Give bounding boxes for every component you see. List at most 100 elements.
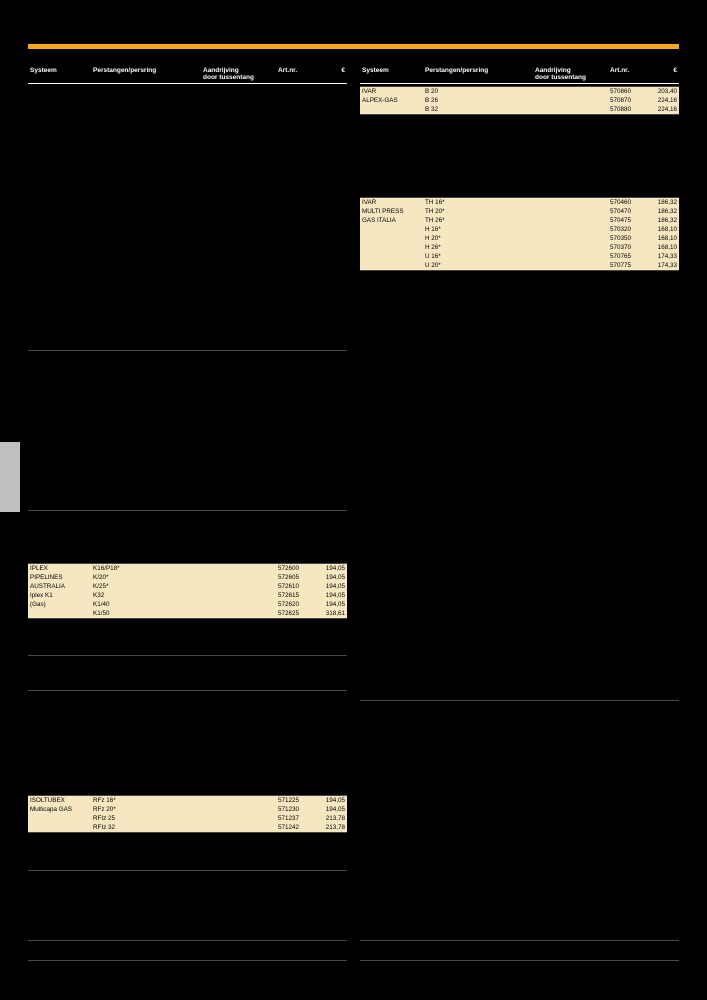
cell-systeem bbox=[28, 609, 93, 618]
cell-perstangen: RFIz 32 bbox=[93, 823, 203, 832]
cell-euro: 168,10 bbox=[650, 225, 679, 234]
cell-perstangen: K/20* bbox=[93, 573, 203, 582]
table-row: IVARB 20570860203,40 bbox=[360, 87, 679, 96]
right-block-1: IVARB 20570860203,40ALPEX-GASB 265708702… bbox=[360, 86, 679, 115]
cell-artnr: 572610 bbox=[278, 582, 318, 591]
cell-euro: 186,32 bbox=[650, 207, 679, 216]
cell-systeem bbox=[360, 243, 425, 252]
cell-artnr: 570860 bbox=[610, 87, 650, 96]
cell-artnr: 570880 bbox=[610, 105, 650, 114]
hdr-artnr: Art.nr. bbox=[278, 67, 318, 81]
cell-systeem: ISOLTUBEX bbox=[28, 796, 93, 805]
cell-perstangen: K1/50 bbox=[93, 609, 203, 618]
table-row: IVARTH 16* 570460186,32 bbox=[360, 198, 679, 207]
cell-artnr: 572605 bbox=[278, 573, 318, 582]
cell-aandrijving bbox=[203, 573, 278, 582]
cell-artnr: 570870 bbox=[610, 96, 650, 105]
cell-euro: 174,33 bbox=[650, 261, 679, 270]
table-row: RFIz 32571242213,78 bbox=[28, 823, 347, 832]
table-row: MULTI PRESSTH 20*570470186,32 bbox=[360, 207, 679, 216]
cell-artnr: 571237 bbox=[278, 814, 318, 823]
cell-perstangen: TH 16* bbox=[425, 198, 535, 207]
left-block-2: ISOLTUBEXRFz 16*571225194,05Multicapa GA… bbox=[28, 795, 347, 833]
cell-systeem bbox=[360, 105, 425, 114]
cell-artnr: 570765 bbox=[610, 252, 650, 261]
cell-artnr: 572620 bbox=[278, 600, 318, 609]
cell-perstangen: K1/40 bbox=[93, 600, 203, 609]
cell-systeem bbox=[28, 814, 93, 823]
cell-perstangen: B 32 bbox=[425, 105, 535, 114]
cell-systeem bbox=[28, 823, 93, 832]
cell-aandrijving bbox=[535, 216, 610, 225]
table-row: PIPELINESK/20* 572605194,05 bbox=[28, 573, 347, 582]
cell-euro: 194,05 bbox=[318, 564, 347, 573]
cell-euro: 224,16 bbox=[650, 105, 679, 114]
left-block-1: IPLEXK16/P18*572600194,05PIPELINESK/20*5… bbox=[28, 563, 347, 619]
table-row: GAS ITALIATH 26*570475186,32 bbox=[360, 216, 679, 225]
cell-euro: 194,05 bbox=[318, 600, 347, 609]
cell-aandrijving bbox=[535, 96, 610, 105]
cell-aandrijving bbox=[203, 582, 278, 591]
cell-aandrijving bbox=[535, 243, 610, 252]
divider-line bbox=[28, 960, 347, 961]
hdr-euro-r: € bbox=[650, 67, 679, 81]
cell-perstangen: RFz 16* bbox=[93, 796, 203, 805]
hdr-perstangen-r: Perstangen/persring bbox=[425, 67, 535, 81]
cell-systeem: GAS ITALIA bbox=[360, 216, 425, 225]
cell-artnr: 571225 bbox=[278, 796, 318, 805]
cell-perstangen: U 20* bbox=[425, 261, 535, 270]
cell-aandrijving bbox=[203, 609, 278, 618]
cell-perstangen: K16/P18* bbox=[93, 564, 203, 573]
cell-aandrijving bbox=[535, 225, 610, 234]
hdr-perstangen: Perstangen/persring bbox=[93, 67, 203, 81]
table-row: U 20* 570775174,33 bbox=[360, 261, 679, 270]
cell-euro: 174,33 bbox=[650, 252, 679, 261]
cell-systeem: Multicapa GAS bbox=[28, 805, 93, 814]
cell-aandrijving bbox=[203, 796, 278, 805]
cell-perstangen: B 20 bbox=[425, 87, 535, 96]
cell-artnr: 570475 bbox=[610, 216, 650, 225]
cell-systeem bbox=[360, 261, 425, 270]
right-block-2: IVARTH 16* 570460186,32MULTI PRESSTH 20*5… bbox=[360, 197, 679, 271]
cell-euro: 318,61 bbox=[318, 609, 347, 618]
cell-euro: 194,05 bbox=[318, 591, 347, 600]
cell-systeem: PIPELINES bbox=[28, 573, 93, 582]
cell-artnr: 570460 bbox=[610, 198, 650, 207]
cell-aandrijving bbox=[535, 105, 610, 114]
cell-systeem bbox=[360, 225, 425, 234]
cell-artnr: 570350 bbox=[610, 234, 650, 243]
cell-systeem: Iplex K1 bbox=[28, 591, 93, 600]
cell-perstangen: H 26* bbox=[425, 243, 535, 252]
cell-euro: 186,32 bbox=[650, 198, 679, 207]
cell-perstangen: TH 26* bbox=[425, 216, 535, 225]
cell-euro: 194,05 bbox=[318, 573, 347, 582]
table-row: ALPEX-GASB 26570870224,16 bbox=[360, 96, 679, 105]
cell-artnr: 570775 bbox=[610, 261, 650, 270]
cell-systeem: IVAR bbox=[360, 198, 425, 207]
hdr-euro: € bbox=[318, 67, 347, 81]
left-header: Systeem Perstangen/persring Aandrijving … bbox=[28, 65, 347, 84]
cell-perstangen: K32 bbox=[93, 591, 203, 600]
table-row: AUSTRALIAK/25*572610194,05 bbox=[28, 582, 347, 591]
cell-systeem bbox=[360, 234, 425, 243]
cell-euro: 213,78 bbox=[318, 814, 347, 823]
table-row: IPLEXK16/P18*572600194,05 bbox=[28, 564, 347, 573]
cell-aandrijving bbox=[535, 87, 610, 96]
cell-euro: 194,05 bbox=[318, 796, 347, 805]
cell-systeem: MULTI PRESS bbox=[360, 207, 425, 216]
cell-perstangen: U 16* bbox=[425, 252, 535, 261]
cell-perstangen: RFz 20* bbox=[93, 805, 203, 814]
table-row: H 26* 570370168,10 bbox=[360, 243, 679, 252]
cell-systeem: ALPEX-GAS bbox=[360, 96, 425, 105]
cell-perstangen: RFIz 25 bbox=[93, 814, 203, 823]
table-row: B 32 570880224,16 bbox=[360, 105, 679, 114]
table-row: Multicapa GASRFz 20*571230194,05 bbox=[28, 805, 347, 814]
cell-euro: 224,16 bbox=[650, 96, 679, 105]
divider-line bbox=[360, 700, 679, 701]
hdr-artnr-r: Art.nr. bbox=[610, 67, 650, 81]
divider-line bbox=[28, 940, 347, 941]
cell-artnr: 572600 bbox=[278, 564, 318, 573]
cell-artnr: 570370 bbox=[610, 243, 650, 252]
cell-systeem bbox=[360, 252, 425, 261]
cell-euro: 168,10 bbox=[650, 243, 679, 252]
